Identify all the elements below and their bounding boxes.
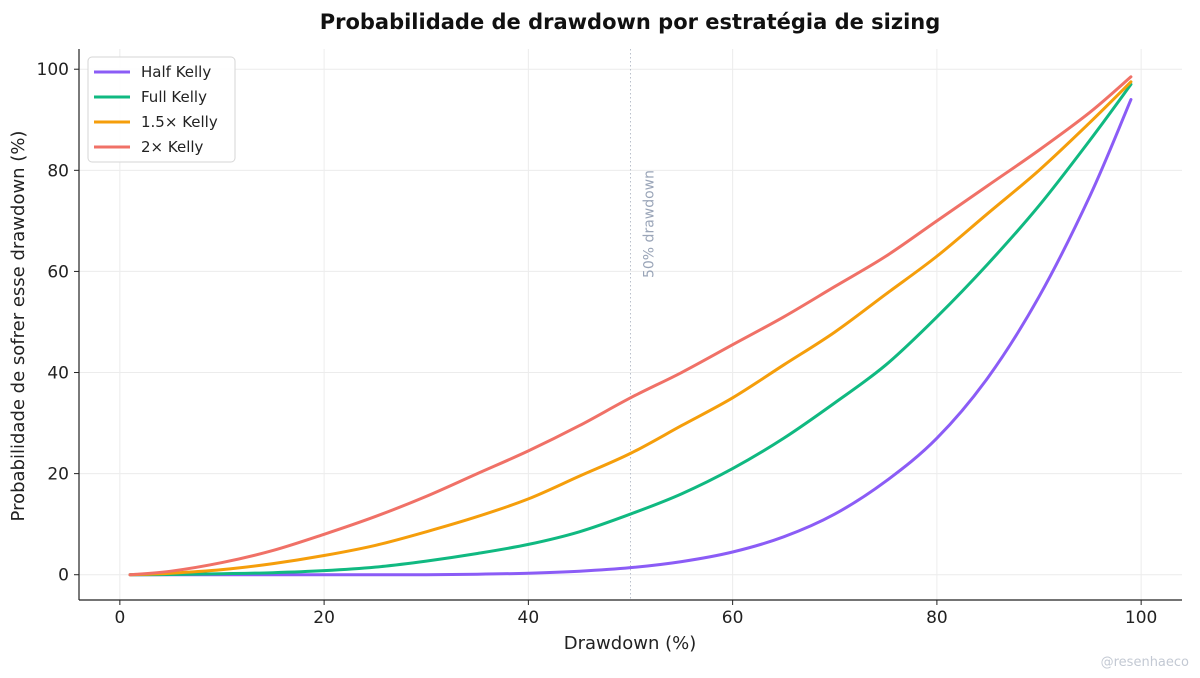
x-tick-label: 100 — [1125, 608, 1157, 628]
series-line-full-kelly — [128, 82, 1133, 577]
y-tick-label: 40 — [47, 364, 69, 384]
legend-label: Full Kelly — [141, 88, 207, 106]
watermark: @resenhaeco — [1101, 655, 1189, 670]
series-line-1-5-kelly — [128, 80, 1133, 577]
series-line-half-kelly — [128, 98, 1133, 577]
ticks: 0 20 40 60 80 100 0 20 40 60 80 100 — [37, 60, 1158, 628]
y-tick-label: 100 — [37, 60, 69, 80]
legend: Half Kelly Full Kelly 1.5× Kelly 2× Kelly — [87, 56, 236, 163]
x-tick-label: 0 — [114, 608, 125, 628]
annotation-label: 50% drawdown — [642, 170, 658, 278]
legend-box — [87, 56, 236, 163]
annotation: 50% drawdown — [630, 49, 658, 600]
x-tick-label: 20 — [313, 608, 335, 628]
chart-title: Probabilidade de drawdown por estratégia… — [320, 10, 941, 34]
y-tick-label: 20 — [47, 465, 69, 485]
y-tick-label: 60 — [47, 262, 69, 282]
axes — [78, 49, 1182, 601]
y-tick-label: 0 — [58, 566, 69, 586]
legend-label: 2× Kelly — [141, 138, 204, 156]
y-axis-label: Probabilidade de sofrer esse drawdown (%… — [8, 131, 29, 522]
legend-label: 1.5× Kelly — [141, 113, 218, 131]
x-axis-label: Drawdown (%) — [564, 633, 696, 654]
x-tick-label: 80 — [926, 608, 948, 628]
series-lines — [128, 75, 1133, 577]
series-line-2-kelly — [128, 75, 1133, 577]
legend-label: Half Kelly — [141, 63, 211, 81]
y-tick-label: 80 — [47, 161, 69, 181]
x-tick-label: 40 — [518, 608, 540, 628]
x-tick-label: 60 — [722, 608, 744, 628]
